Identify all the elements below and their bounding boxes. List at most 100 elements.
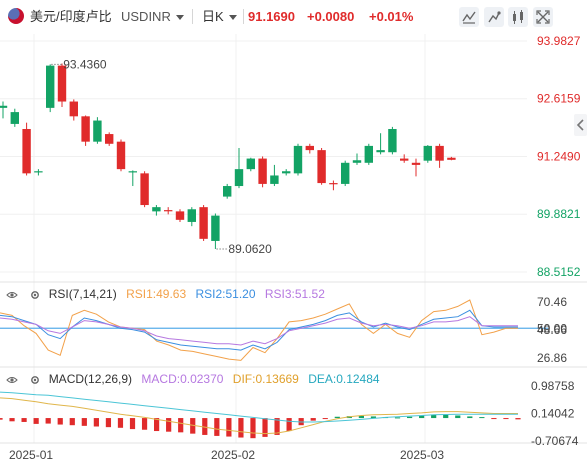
candle-body [152,207,161,212]
candle-body [46,65,55,108]
macd-histogram-bar [286,418,292,432]
macd-histogram-bar [238,418,244,438]
rsi3-value: RSI3:51.52 [264,287,325,301]
high-price-label: 93.4360 [63,57,107,71]
candle-body [305,145,314,151]
symbol-code: USDINR [121,9,171,24]
macd-histogram-bar [479,417,485,419]
candle-body [388,128,397,153]
candle-body [234,169,244,187]
chart-header: 美元/印度卢比 USDINR 日K 91.1690 +0.0080 +0.01% [0,0,587,34]
macd-histogram-bar [81,418,87,426]
candle-body [116,141,126,170]
price-axis-label: 93.9827 [537,34,581,48]
us-flag-icon [8,8,24,24]
macd-histogram-bar [9,418,15,422]
candle-body [57,65,67,102]
candle-body [447,157,456,160]
gear-icon[interactable] [29,374,41,386]
chart-settings-icon[interactable] [484,7,504,27]
macd-histogram-bar [117,418,124,428]
rsi2-value: RSI2:51.20 [195,287,256,301]
candle-body [128,171,137,173]
macd-histogram-bar [370,416,377,419]
rsi-series-3 [0,316,518,346]
rsi-header: RSI(7,14,21) RSI1:49.63 RSI2:51.20 RSI3:… [0,286,325,302]
candle-body [282,171,291,174]
date-axis-label: 2025-03 [400,448,444,462]
macd-histogram-bar [45,418,51,424]
symbol-dropdown-icon[interactable] [176,15,184,20]
candle-body [293,145,303,174]
price-axis-label: 88.5152 [537,265,581,279]
candle-body [105,134,114,144]
macd-histogram-bar [226,418,232,437]
timeframe-dropdown-icon[interactable] [229,15,237,20]
candle-body [81,116,90,142]
candle-body [93,120,102,142]
macd-histogram-bar [515,418,521,420]
candle-body [411,162,421,165]
low-price-label: 89.0620 [228,242,272,256]
macd-histogram-bar [129,418,136,430]
dif-value: DIF:0.13669 [232,372,299,386]
candle-body [0,105,8,108]
macd-histogram-bar [358,415,364,419]
macd-histogram-bar [467,416,473,419]
collapse-panel-button[interactable] [574,114,587,136]
macd-histogram-bar [93,418,99,427]
candle-body [341,162,350,184]
macd-histogram-bar [202,418,208,435]
macd-histogram-bar [394,417,401,419]
candle-body [352,160,362,163]
macd-histogram-bar [443,414,449,419]
macd-histogram-bar [310,418,316,421]
candle-body [69,101,78,117]
indicator-icon[interactable] [459,7,479,27]
date-axis-label: 2025-02 [211,448,255,462]
candle-body [317,150,326,184]
candle-body [423,145,432,161]
macd-value: MACD:0.02370 [141,372,224,386]
macd-histogram-bar [262,418,268,437]
candle-body [187,209,196,222]
candle-body [258,158,267,184]
candle-type-icon[interactable] [508,7,528,27]
timeframe-select[interactable]: 日K [202,9,224,24]
macd-histogram-bar [406,416,413,419]
macd-histogram-bar [166,418,172,432]
macd-histogram-bar [141,418,148,430]
candle-body [164,210,173,212]
macd-histogram-bar [21,418,27,422]
rsi-series-1 [0,299,518,361]
macd-histogram-bar [455,415,461,419]
macd-histogram-bar [154,418,160,432]
candle-body [223,186,232,197]
macd-dif-line [0,397,518,435]
macd-histogram-bar [250,418,256,439]
macd-histogram-bar [69,418,75,426]
divider [192,9,193,24]
rsi-axis-label: 70.46 [537,295,567,309]
fullscreen-icon[interactable] [533,7,553,27]
macd-histogram-bar [214,418,220,436]
macd-histogram-bar [0,418,3,420]
price-axis-label: 91.2490 [537,149,581,163]
macd-histogram-bar [491,418,497,420]
pair-name: 美元/印度卢比 [30,9,112,24]
macd-axis-label: -0.70674 [531,434,579,448]
macd-histogram-bar [57,418,63,425]
macd-histogram-bar [274,418,280,435]
candle-body [329,183,338,185]
dea-value: DEA:0.12484 [308,372,380,386]
macd-histogram-bar [431,414,437,419]
eye-icon[interactable] [6,374,18,386]
candle-body [364,145,373,163]
eye-icon[interactable] [6,289,18,301]
candle-body [140,173,149,206]
macd-histogram-bar [419,415,425,419]
candle-body [376,150,385,153]
candle-body [10,112,19,124]
gear-icon[interactable] [29,289,41,301]
